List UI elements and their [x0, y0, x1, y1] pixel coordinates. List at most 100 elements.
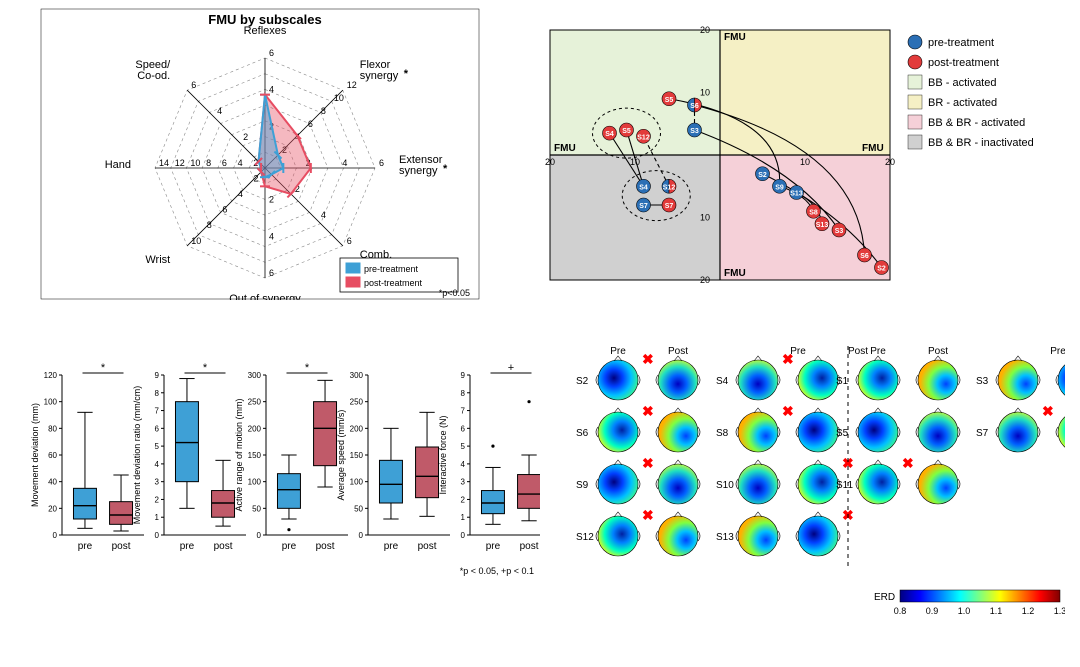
box-xlabel: pre	[486, 541, 501, 552]
box-ylabel: Interactive force (N)	[438, 415, 448, 494]
radar-axis-label: Wrist	[145, 254, 170, 266]
box-footnote: *p < 0.05, +p < 0.1	[460, 566, 534, 576]
colorbar	[900, 590, 1060, 602]
box-ytick: 3	[461, 478, 466, 487]
topo-head	[656, 408, 700, 452]
topo-row-id: S5	[836, 428, 849, 439]
box-post	[314, 402, 337, 466]
radar-footnote: *p<0.05	[439, 288, 470, 298]
box-pre	[379, 460, 402, 503]
box-outlier	[527, 400, 530, 403]
radar-tick: 10	[190, 158, 200, 168]
box-ytick: 100	[44, 398, 58, 407]
radar-tick: 4	[238, 158, 243, 168]
box-ytick: 120	[44, 371, 58, 380]
radar-tick: 6	[347, 236, 352, 246]
topo-head	[916, 460, 960, 504]
box-ytick: 300	[248, 371, 262, 380]
box-xlabel: post	[418, 541, 437, 552]
quad-point-label: S9	[775, 184, 784, 191]
box-ytick: 8	[461, 389, 466, 398]
topo-row-id: S8	[716, 428, 729, 439]
topo-head: ✖	[596, 507, 654, 556]
legend-post-label: post-treatment	[364, 278, 423, 288]
topo-head	[1056, 408, 1065, 452]
quad-point-label: S8	[809, 209, 818, 216]
radar-tick: 6	[269, 268, 274, 278]
box-ytick: 4	[461, 460, 466, 469]
colorbar-label: ERD	[874, 592, 895, 603]
box-sig: *	[203, 362, 208, 374]
box-xlabel: pre	[384, 541, 399, 552]
svg-text:20: 20	[885, 157, 895, 167]
radar-tick: 6	[269, 48, 274, 58]
sig-cross-icon: ✖	[642, 455, 654, 471]
svg-text:Post: Post	[928, 346, 948, 357]
topo-head: ✖	[736, 351, 794, 400]
radar-tick: 10	[191, 236, 201, 246]
quad-legend-label: BB - activated	[928, 77, 996, 89]
topo-row-id: S12	[576, 532, 594, 543]
svg-text:20: 20	[700, 275, 710, 285]
svg-text:Pre: Pre	[1050, 346, 1065, 357]
quad-point-label: S7	[665, 203, 674, 210]
svg-text:Pre: Pre	[870, 346, 886, 357]
quad-point-label: S6	[860, 253, 869, 260]
box-outlier	[287, 528, 290, 531]
quad-point-label: S12	[637, 134, 650, 141]
quad-point-label: S2	[758, 172, 767, 179]
radar-tick: 4	[269, 231, 274, 241]
box-ytick: 6	[155, 424, 160, 433]
sig-cross-icon: ✖	[642, 507, 654, 523]
boxplot-row: 020406080100120Movement deviation (mm)*p…	[30, 355, 540, 580]
quad-axis-label: FMU	[724, 32, 746, 43]
box-ytick: 40	[48, 478, 57, 487]
box-sig: *	[305, 362, 310, 374]
quad-legend-label: BB & BR - activated	[928, 117, 1025, 129]
radar-axis-label: synergy	[399, 165, 438, 177]
quad-point-label: S13	[816, 222, 829, 229]
radar-tick: 6	[308, 119, 313, 129]
box-ylabel: Movement deviation ratio (mm/cm)	[132, 386, 142, 525]
topo-head: ✖	[796, 507, 854, 556]
radar-tick: 6	[222, 158, 227, 168]
topo-row-id: S3	[976, 376, 989, 387]
topo-col-header: Post	[668, 346, 688, 357]
radar-tick: 12	[175, 158, 185, 168]
box-ytick: 5	[461, 442, 466, 451]
box-ytick: 2	[461, 495, 466, 504]
sig-cross-icon: ✖	[642, 351, 654, 367]
sig-cross-icon: ✖	[1042, 403, 1054, 419]
box-ytick: 1	[461, 513, 466, 522]
quad-point-label: S5	[622, 128, 631, 135]
radar-axis-label: Reflexes	[244, 25, 287, 37]
significance-star: *	[404, 68, 409, 80]
radar-spoke	[187, 90, 265, 168]
topo-row-id: S4	[716, 376, 729, 387]
topo-head: ✖	[596, 455, 654, 504]
topo-head	[656, 460, 700, 504]
topo-col-header: Pre	[610, 346, 626, 357]
box-ytick: 80	[48, 424, 57, 433]
radar-tick: 8	[321, 106, 326, 116]
topo-head: ✖	[596, 351, 654, 400]
box-ytick: 8	[155, 389, 160, 398]
quad-legend: pre-treatmentpost-treatmentBB - activate…	[908, 35, 1034, 149]
box-ytick: 3	[155, 478, 160, 487]
box-pre	[481, 491, 504, 514]
topo-col-header: Post	[848, 346, 868, 357]
topo-head	[796, 356, 840, 400]
sig-cross-icon: ✖	[642, 403, 654, 419]
topo-head: ✖	[596, 403, 654, 452]
svg-text:10: 10	[800, 157, 810, 167]
box-ytick: 2	[155, 495, 160, 504]
box-post	[110, 502, 133, 525]
topo-head: ✖	[996, 403, 1054, 452]
box-pre	[175, 402, 198, 482]
quad-legend-label: BR - activated	[928, 97, 997, 109]
topo-row-id: S6	[576, 428, 589, 439]
radar-tick: 6	[222, 205, 227, 215]
quad-point-label: S5	[665, 97, 674, 104]
box-xlabel: pre	[180, 541, 195, 552]
box-xlabel: pre	[282, 541, 297, 552]
